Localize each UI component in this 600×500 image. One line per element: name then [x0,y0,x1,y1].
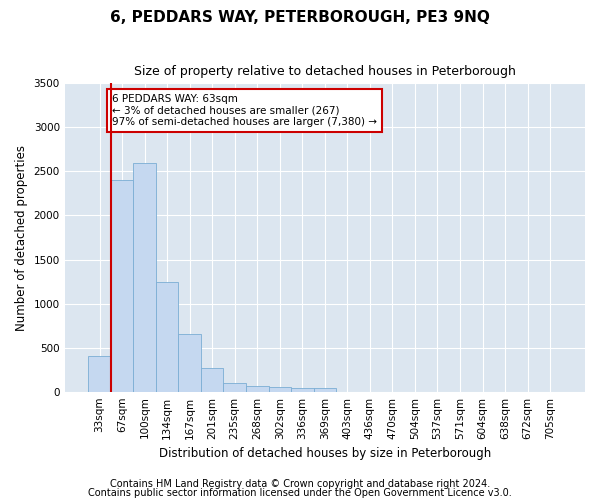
Text: Contains public sector information licensed under the Open Government Licence v3: Contains public sector information licen… [88,488,512,498]
Bar [246,386,269,392]
Y-axis label: Number of detached properties: Number of detached properties [15,144,28,330]
Bar [88,356,111,392]
Bar [269,387,291,392]
Title: Size of property relative to detached houses in Peterborough: Size of property relative to detached ho… [134,65,516,78]
Bar [223,383,246,392]
Bar [133,162,156,392]
Text: 6, PEDDARS WAY, PETERBOROUGH, PE3 9NQ: 6, PEDDARS WAY, PETERBOROUGH, PE3 9NQ [110,10,490,25]
Text: Contains HM Land Registry data © Crown copyright and database right 2024.: Contains HM Land Registry data © Crown c… [110,479,490,489]
Bar [111,180,133,392]
Bar [314,388,336,392]
X-axis label: Distribution of detached houses by size in Peterborough: Distribution of detached houses by size … [159,447,491,460]
Bar [291,388,314,392]
Bar [178,334,201,392]
Bar [201,368,223,392]
Bar [156,282,178,392]
Text: 6 PEDDARS WAY: 63sqm
← 3% of detached houses are smaller (267)
97% of semi-detac: 6 PEDDARS WAY: 63sqm ← 3% of detached ho… [112,94,377,127]
